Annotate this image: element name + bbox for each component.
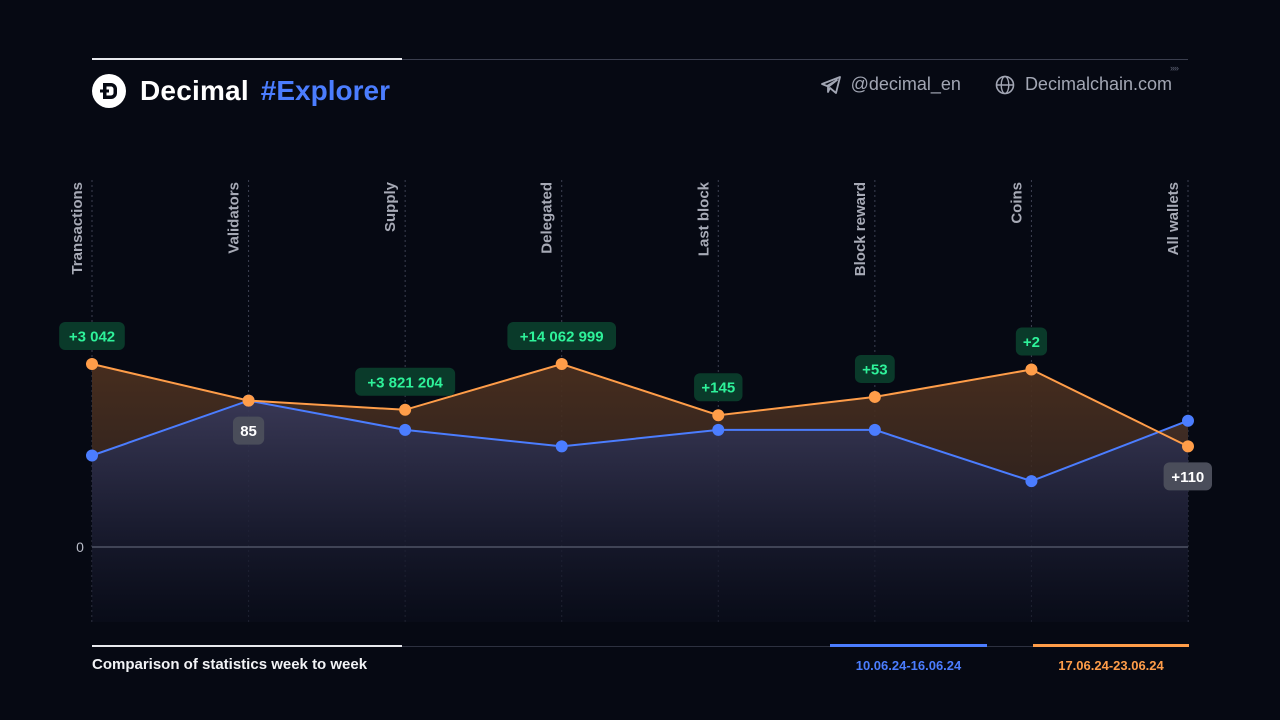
delta-badge-bg — [854, 354, 895, 383]
legend-label-week-2: 17.06.24-23.06.24 — [1058, 658, 1164, 673]
brand-logo: Decimal #Explorer — [92, 74, 390, 108]
point-week-1-transactions — [86, 449, 98, 462]
category-label-transactions: Transactions — [69, 182, 86, 275]
point-week-1-supply — [399, 423, 412, 436]
category-label-validators: Validators — [226, 182, 243, 254]
legend-divider — [987, 646, 1033, 647]
delta-badge-text: +14 062 999 — [520, 329, 604, 346]
header-rule — [402, 59, 1188, 60]
delta-badge-bg — [694, 373, 743, 402]
point-week-1-coins — [1025, 475, 1038, 488]
telegram-icon — [820, 75, 841, 94]
chevrons-icon: ›››› — [1170, 63, 1179, 73]
delta-badge-bg — [232, 416, 265, 445]
contacts: @decimal_en Decimalchain.com — [820, 74, 1172, 95]
delta-badge-all-wallets: +110 — [1163, 462, 1212, 491]
delta-badge-bg — [355, 367, 456, 396]
baseline-label: 0 — [76, 539, 84, 555]
series-area-week-1 — [92, 400, 1188, 622]
delta-badge-text: +2 — [1023, 334, 1040, 351]
category-label-all-wallets: All wallets — [1165, 182, 1182, 255]
delta-badge-text: +3 042 — [69, 329, 115, 346]
point-week-2-all-wallets — [1182, 440, 1194, 453]
delta-badge-bg — [59, 322, 125, 350]
point-week-2-block-reward — [868, 390, 881, 403]
delta-badge-coins: +2 — [1015, 327, 1048, 356]
footer-rule — [402, 646, 830, 647]
point-week-1-delegated — [555, 440, 568, 453]
point-week-2-delegated — [555, 358, 568, 370]
point-week-1-last-block — [712, 423, 725, 436]
series-area-week-2 — [92, 364, 1188, 482]
footer-rule-accent — [92, 645, 402, 647]
point-week-2-last-block — [712, 409, 725, 422]
category-label-coins: Coins — [1008, 182, 1025, 224]
delta-badge-text: +53 — [862, 361, 887, 378]
legend-swatch-week-2 — [1033, 644, 1189, 647]
category-label-supply: Supply — [382, 181, 399, 232]
globe-icon — [995, 75, 1015, 94]
delta-badge-text: +110 — [1171, 469, 1204, 486]
delta-badge-bg — [1015, 327, 1048, 356]
telegram-link[interactable]: @decimal_en — [820, 74, 961, 95]
point-week-2-supply — [399, 403, 412, 416]
delta-badge-supply: +3 821 204 — [355, 367, 456, 396]
category-label-delegated: Delegated — [539, 182, 556, 254]
website-link[interactable]: Decimalchain.com — [995, 74, 1172, 95]
legend-label-week-1: 10.06.24-16.06.24 — [855, 658, 962, 673]
delta-badge-text: +145 — [701, 380, 735, 397]
point-week-2-coins — [1025, 363, 1038, 376]
chart-caption: Comparison of statistics week to week — [92, 656, 368, 673]
telegram-handle: @decimal_en — [850, 74, 961, 94]
delta-badge-bg — [1163, 462, 1212, 491]
delta-badge-block-reward: +53 — [854, 354, 895, 383]
point-week-1-all-wallets — [1182, 414, 1194, 427]
brand-tag: #Explorer — [260, 75, 390, 106]
category-label-last-block: Last block — [695, 181, 712, 256]
delta-badge-bg — [507, 322, 617, 350]
header-rule-accent — [92, 58, 402, 60]
brand-name: Decimal — [140, 75, 249, 106]
delta-badge-delegated: +14 062 999 — [507, 322, 617, 350]
point-week-2-validators — [242, 394, 255, 407]
delta-badge-validators: 85 — [232, 416, 265, 445]
delta-badge-last-block: +145 — [694, 373, 743, 402]
website-url: Decimalchain.com — [1024, 74, 1172, 94]
delta-badge-text: +3 821 204 — [367, 374, 443, 391]
decimal-logo-icon — [92, 74, 126, 108]
category-label-block-reward: Block reward — [852, 182, 869, 276]
delta-badge-text: 85 — [240, 423, 257, 440]
point-week-2-transactions — [86, 358, 98, 370]
series-line-week-1 — [91, 399, 1189, 483]
series-line-week-2 — [91, 362, 1189, 448]
legend-swatch-week-1 — [830, 644, 987, 647]
delta-badge-transactions: +3 042 — [59, 322, 125, 350]
point-week-1-block-reward — [868, 423, 881, 436]
